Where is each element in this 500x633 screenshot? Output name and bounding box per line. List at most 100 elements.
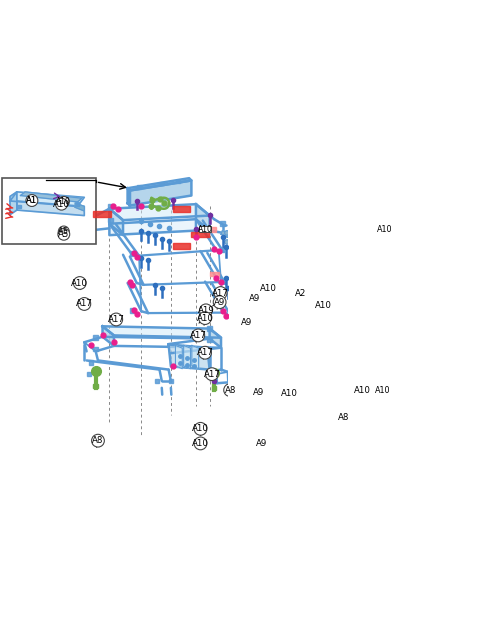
Bar xyxy=(176,180,180,183)
Bar xyxy=(376,387,390,393)
Bar xyxy=(192,232,208,237)
Text: A10: A10 xyxy=(315,301,332,310)
Text: A10: A10 xyxy=(192,439,209,448)
Bar xyxy=(198,226,211,232)
Circle shape xyxy=(194,422,207,436)
Polygon shape xyxy=(110,204,210,220)
Bar xyxy=(94,211,110,217)
Bar xyxy=(130,251,134,256)
Text: A10: A10 xyxy=(196,313,214,323)
Text: A17: A17 xyxy=(108,315,124,324)
Text: A5: A5 xyxy=(58,230,70,239)
Circle shape xyxy=(283,387,296,399)
Text: A10: A10 xyxy=(192,424,209,434)
Polygon shape xyxy=(130,180,192,206)
Circle shape xyxy=(224,230,229,235)
Bar xyxy=(220,248,224,253)
Circle shape xyxy=(198,311,211,325)
Polygon shape xyxy=(128,179,192,191)
Polygon shape xyxy=(110,209,123,235)
Polygon shape xyxy=(75,203,85,211)
Circle shape xyxy=(224,384,236,396)
Bar xyxy=(76,202,80,206)
Circle shape xyxy=(92,434,104,447)
Circle shape xyxy=(224,240,229,244)
Circle shape xyxy=(74,277,86,289)
Text: A8: A8 xyxy=(224,385,236,394)
Circle shape xyxy=(206,368,218,380)
Bar xyxy=(220,222,224,226)
Text: A9: A9 xyxy=(248,294,260,303)
Text: A10: A10 xyxy=(260,284,276,293)
Polygon shape xyxy=(10,192,85,206)
Polygon shape xyxy=(168,344,209,370)
Circle shape xyxy=(58,226,70,237)
Polygon shape xyxy=(152,197,169,209)
Bar xyxy=(86,372,91,377)
Polygon shape xyxy=(210,329,221,348)
Text: A5: A5 xyxy=(58,227,70,236)
Text: A17: A17 xyxy=(204,370,220,379)
Polygon shape xyxy=(20,192,82,202)
Circle shape xyxy=(26,194,38,206)
Bar xyxy=(168,379,173,383)
Text: A17: A17 xyxy=(190,331,206,340)
Text: A9: A9 xyxy=(253,388,264,397)
Bar xyxy=(378,226,392,232)
Circle shape xyxy=(356,384,368,396)
Text: A10: A10 xyxy=(72,279,88,287)
Text: A2: A2 xyxy=(295,289,306,298)
Bar xyxy=(108,204,113,208)
Text: A10: A10 xyxy=(53,199,70,209)
Text: A19: A19 xyxy=(198,306,214,315)
Circle shape xyxy=(317,299,330,312)
Bar xyxy=(89,360,94,365)
Bar xyxy=(155,379,160,383)
Circle shape xyxy=(194,437,207,450)
Circle shape xyxy=(214,287,227,299)
Circle shape xyxy=(240,316,254,329)
Bar xyxy=(108,218,113,222)
Circle shape xyxy=(192,329,204,342)
Text: A1: A1 xyxy=(26,196,38,205)
Polygon shape xyxy=(17,201,84,216)
Polygon shape xyxy=(102,326,114,346)
Circle shape xyxy=(198,346,211,359)
Text: A9: A9 xyxy=(256,439,268,448)
Bar xyxy=(208,337,212,342)
Bar xyxy=(210,272,218,276)
Polygon shape xyxy=(192,346,198,368)
Circle shape xyxy=(252,386,265,399)
Circle shape xyxy=(78,298,90,310)
Bar xyxy=(137,185,141,189)
Bar xyxy=(18,204,21,208)
Bar xyxy=(173,243,190,249)
Circle shape xyxy=(262,282,274,295)
Circle shape xyxy=(214,296,226,308)
Polygon shape xyxy=(184,346,190,368)
Bar xyxy=(130,308,134,313)
Polygon shape xyxy=(102,326,221,337)
Circle shape xyxy=(200,304,212,316)
Bar xyxy=(208,227,216,232)
Polygon shape xyxy=(128,188,130,206)
Polygon shape xyxy=(10,192,17,215)
Polygon shape xyxy=(221,230,229,237)
Text: A10: A10 xyxy=(56,197,71,206)
Polygon shape xyxy=(176,346,182,368)
Text: A9: A9 xyxy=(242,318,252,327)
Bar xyxy=(2,179,96,244)
Text: A9: A9 xyxy=(214,298,226,306)
Text: A8: A8 xyxy=(338,413,349,422)
Bar xyxy=(94,384,98,388)
Bar xyxy=(94,335,98,340)
Circle shape xyxy=(58,229,70,240)
Text: A10: A10 xyxy=(354,385,370,394)
Bar xyxy=(212,387,216,390)
Text: A1: A1 xyxy=(26,196,38,205)
Text: A10: A10 xyxy=(281,389,298,398)
Circle shape xyxy=(294,287,307,300)
Polygon shape xyxy=(196,204,209,230)
Text: A10: A10 xyxy=(198,225,212,234)
Text: A10: A10 xyxy=(375,385,390,394)
